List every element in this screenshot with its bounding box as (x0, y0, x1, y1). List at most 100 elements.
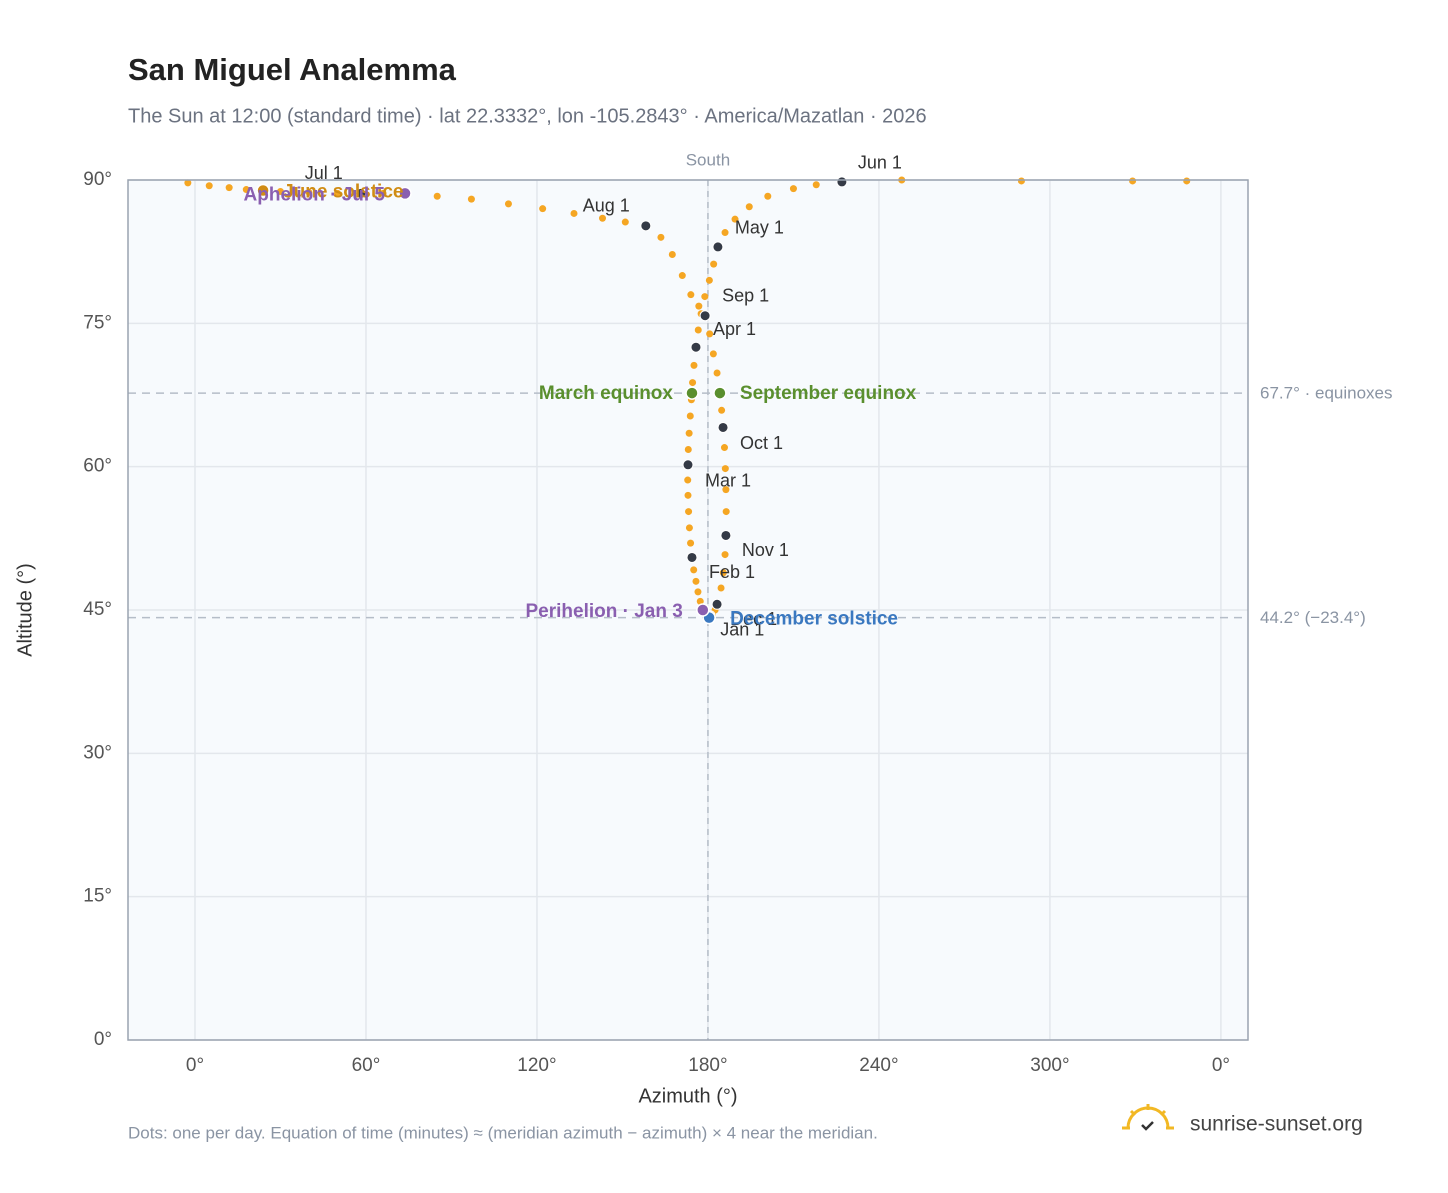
day-dot (539, 205, 547, 213)
day-dot (433, 192, 441, 200)
day-dot (687, 539, 695, 547)
day-dot (686, 412, 694, 420)
day-dot (1183, 177, 1191, 185)
event-label: Perihelion · Jan 3 (525, 601, 682, 622)
y-tick-label: 0° (94, 1029, 112, 1050)
day-dot (678, 272, 686, 280)
event-label: June solstice (283, 182, 403, 203)
x-tick-label: 120° (517, 1055, 556, 1076)
day-dot (333, 189, 341, 197)
day-dot (685, 524, 693, 532)
day-dot (684, 491, 692, 499)
month-label: Feb 1 (709, 562, 755, 582)
month-marker (640, 220, 652, 232)
day-dot (570, 209, 578, 217)
month-marker (355, 187, 367, 199)
x-tick-label: 0° (1212, 1055, 1230, 1076)
day-dot (722, 508, 730, 516)
x-tick-label: 240° (859, 1055, 898, 1076)
reference-label: 44.2° (−23.4°) (1260, 608, 1366, 627)
day-dot (709, 350, 717, 358)
y-tick-label: 45° (83, 599, 112, 620)
day-dot (717, 584, 725, 592)
day-dot (701, 293, 709, 301)
month-label: Oct 1 (740, 433, 783, 453)
day-dot (713, 369, 721, 377)
x-tick-label: 60° (352, 1055, 381, 1076)
day-dot (685, 429, 693, 437)
day-dot (689, 379, 697, 387)
day-dot (705, 276, 713, 284)
month-label: Jun 1 (858, 153, 902, 173)
day-dot (684, 445, 692, 453)
y-tick-label: 30° (83, 742, 112, 763)
y-tick-label: 90° (83, 169, 112, 190)
day-dot (706, 330, 714, 338)
day-dot (696, 597, 704, 605)
month-marker (711, 598, 723, 610)
event-marker (256, 183, 270, 198)
event-label: December solstice (730, 609, 898, 630)
day-dot (1017, 177, 1025, 185)
chart-title: San Miguel Analemma (128, 52, 457, 87)
day-dot (657, 233, 665, 241)
month-marker (836, 176, 848, 188)
month-marker (686, 551, 698, 563)
reference-label: South (686, 150, 730, 169)
month-label: Jul 1 (305, 163, 343, 183)
x-axis-label: Azimuth (°) (638, 1085, 737, 1107)
day-dot (684, 476, 692, 484)
event-label: Aphelion · Jul 5 (244, 184, 386, 205)
month-marker (682, 459, 694, 471)
brand: sunrise-sunset.org (1190, 1113, 1363, 1136)
x-tick-label: 0° (186, 1055, 204, 1076)
day-dot (685, 508, 693, 516)
day-dot (379, 189, 387, 197)
x-tick-label: 300° (1030, 1055, 1069, 1076)
day-dot (721, 229, 729, 237)
plot-border (127, 179, 1249, 1041)
day-dot (504, 200, 512, 208)
day-dot (184, 179, 192, 187)
day-dot (710, 260, 718, 268)
day-dot (718, 406, 726, 414)
chart-subtitle: The Sun at 12:00 (standard time) · lat 2… (128, 105, 927, 127)
month-label: May 1 (735, 218, 784, 238)
month-label: Mar 1 (705, 471, 751, 491)
event-label: September equinox (740, 383, 917, 404)
day-dot (599, 214, 607, 222)
day-dot (694, 326, 702, 334)
x-tick-label: 180° (688, 1055, 727, 1076)
event-marker (713, 386, 727, 400)
day-dot (722, 486, 730, 494)
day-dot (1129, 177, 1137, 185)
day-dot (789, 185, 797, 193)
day-dot (745, 203, 753, 211)
day-dot (467, 195, 475, 203)
y-tick-label: 15° (83, 886, 112, 907)
month-marker (699, 310, 711, 322)
month-label: Nov 1 (742, 540, 789, 560)
logo (1122, 1104, 1174, 1131)
reference-label: 67.7° · equinoxes (1260, 384, 1393, 403)
day-dot (690, 361, 698, 369)
day-dot (305, 188, 313, 196)
month-marker (717, 421, 729, 433)
day-dot (242, 186, 250, 194)
event-marker (685, 386, 699, 400)
day-dot (692, 577, 700, 585)
event-marker (696, 603, 710, 617)
day-dot (668, 251, 676, 259)
day-dot (695, 302, 703, 310)
month-label: Apr 1 (713, 319, 756, 339)
day-dot (690, 566, 698, 574)
y-tick-label: 75° (83, 312, 112, 333)
day-dot (721, 551, 729, 559)
month-marker (720, 529, 732, 541)
footnote: Dots: one per day. Equation of time (min… (128, 1123, 878, 1142)
month-marker (712, 241, 724, 253)
month-marker (690, 341, 702, 353)
day-dot (687, 291, 695, 299)
day-dot (719, 569, 727, 577)
